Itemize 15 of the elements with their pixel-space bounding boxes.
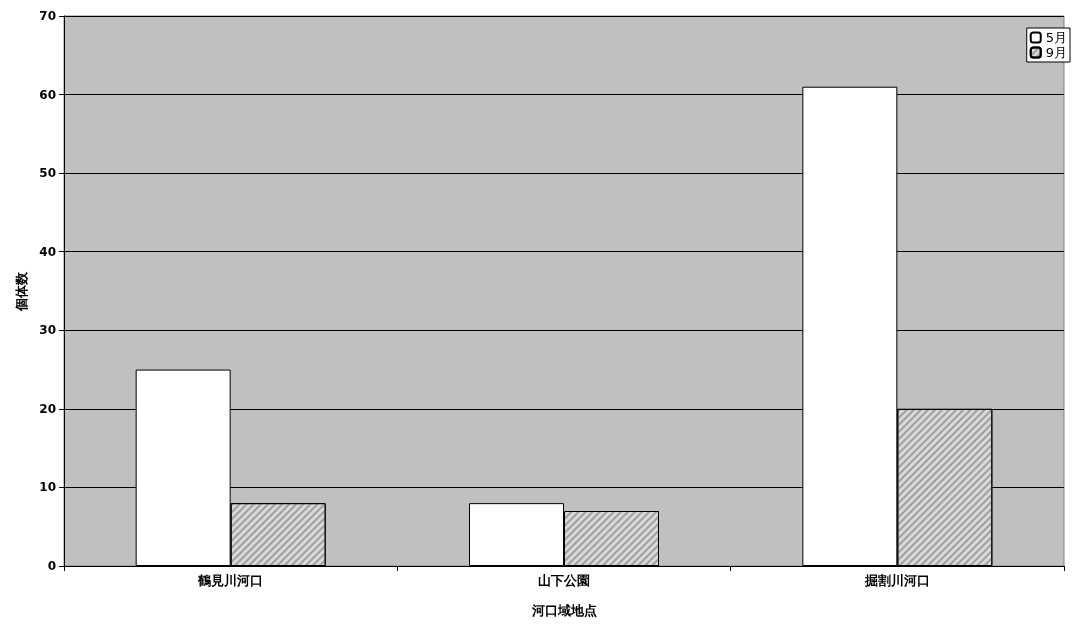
y-tick-label: 20 — [39, 401, 56, 416]
y-tick-label: 30 — [39, 323, 56, 338]
x-tick-label: 山下公園 — [538, 573, 590, 588]
y-tick-label: 10 — [39, 480, 56, 495]
legend-label: 9月 — [1045, 45, 1068, 60]
y-axis-title: 個体数 — [14, 270, 29, 312]
y-tick-label: 60 — [39, 87, 56, 102]
y-tick-label: 50 — [39, 166, 56, 181]
y-tick-label: 0 — [47, 559, 56, 573]
legend-label: 5月 — [1045, 30, 1068, 45]
x-tick-label: 鶴見川河口 — [197, 573, 264, 588]
y-tick-label: 70 — [39, 9, 56, 23]
x-tick-label: 掘割川河口 — [863, 573, 930, 588]
x-axis-title: 河口域地点 — [530, 603, 597, 618]
y-tick-label: 40 — [39, 244, 56, 259]
